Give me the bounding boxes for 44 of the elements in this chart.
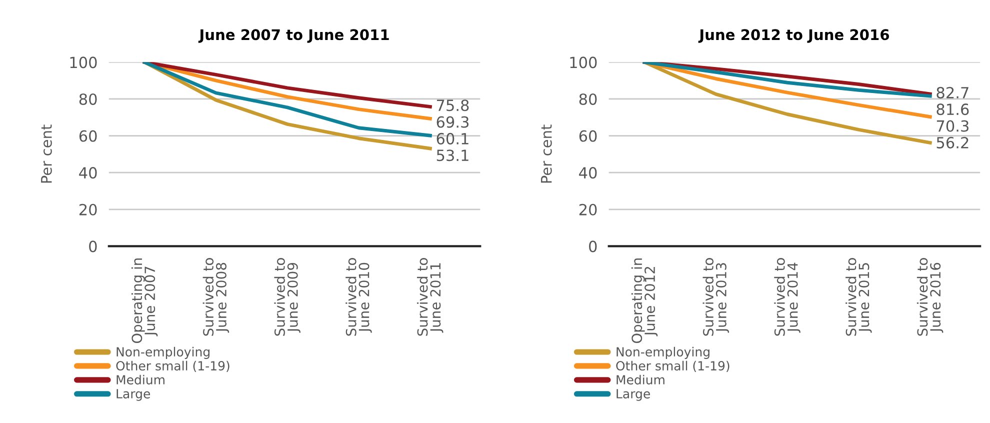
legend-label: Medium: [616, 374, 664, 384]
x-tick-label: Operating in June 2007: [131, 258, 158, 344]
data-label: 53.1: [436, 150, 468, 162]
y-tick-label: 100: [70, 56, 97, 68]
y-tick-label: 100: [570, 56, 597, 68]
y-tick-label: 80: [579, 93, 597, 106]
legend-label: Non-employing: [616, 346, 710, 359]
legend-label: Other small (1-19): [616, 360, 730, 372]
y-tick-label: 0: [89, 240, 97, 252]
data-label: 60.1: [436, 132, 468, 144]
data-label: 70.3: [936, 120, 968, 132]
x-tick-label: Survived to June 2009: [274, 258, 300, 336]
chart-title: June 2012 to June 2016: [698, 29, 890, 43]
y-axis-title: Per cent: [541, 124, 552, 183]
y-tick-label: 20: [579, 204, 597, 216]
x-tick-label: Survived to June 2011: [416, 258, 444, 336]
line-series: [642, 62, 932, 145]
chart-title: June 2007 to June 2011: [198, 29, 389, 43]
x-tick-label: Survived to June 2008: [202, 258, 230, 336]
y-tick-label: 60: [79, 130, 97, 142]
data-label: 56.2: [936, 136, 968, 148]
y-axis-title: Per cent: [41, 124, 52, 183]
data-label: 75.8: [436, 100, 469, 112]
x-tick-label: Survived to June 2014: [774, 258, 800, 336]
x-tick-label: Survived to June 2016: [916, 258, 944, 336]
y-tick-label: 20: [79, 204, 97, 216]
y-tick-label: 0: [589, 240, 597, 252]
y-tick-label: 60: [579, 130, 597, 142]
x-tick-label: Survived to June 2010: [346, 258, 372, 336]
legend-label: Large: [616, 389, 650, 401]
legend-label: Non-employing: [116, 346, 210, 359]
legend-label: Medium: [116, 374, 164, 384]
y-tick-label: 80: [79, 93, 97, 106]
y-tick-label: 40: [579, 167, 597, 179]
legend-label: Other small (1-19): [116, 360, 230, 372]
y-tick-label: 40: [79, 167, 97, 179]
data-label: 69.3: [436, 116, 469, 128]
x-tick-label: Operating in June 2012: [631, 258, 658, 344]
x-tick-label: Survived to June 2015: [846, 258, 872, 336]
data-label: 82.7: [936, 86, 968, 98]
legend-label: Large: [116, 389, 150, 401]
x-tick-label: Survived to June 2013: [702, 258, 730, 336]
data-label: 81.6: [936, 104, 969, 116]
line-series: [142, 62, 432, 108]
